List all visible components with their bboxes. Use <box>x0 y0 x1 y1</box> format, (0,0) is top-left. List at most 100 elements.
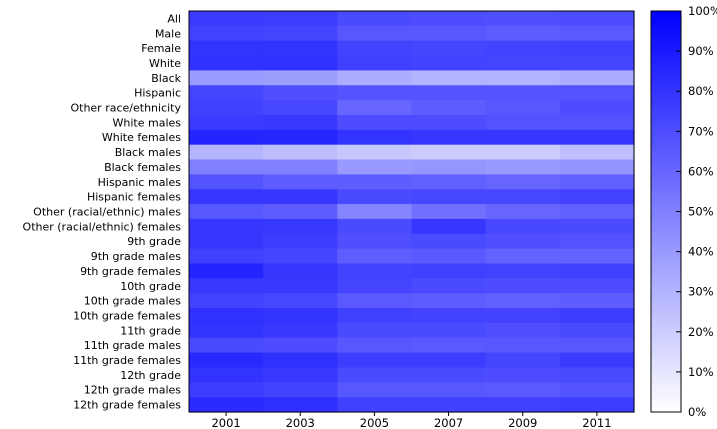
heatmap-cell <box>485 382 561 398</box>
heatmap-cell <box>485 397 561 413</box>
row-label: Hispanic males <box>98 176 182 189</box>
heatmap-cell <box>337 308 413 324</box>
heatmap-cell <box>485 248 561 265</box>
heatmap-cell <box>559 40 635 57</box>
heatmap-cell <box>485 233 561 250</box>
heatmap-cell <box>189 337 264 354</box>
heatmap-cell <box>485 25 561 42</box>
heatmap-cell <box>411 293 487 309</box>
colorbar-tick-label: 30% <box>688 285 714 299</box>
heatmap-cell <box>337 85 413 101</box>
row-label: White <box>149 57 181 70</box>
row-label: 10th grade <box>120 280 181 293</box>
heatmap-cell <box>189 382 264 398</box>
heatmap-cell <box>337 367 413 383</box>
colorbar-tick-label: 70% <box>688 124 714 138</box>
row-label: 9th grade <box>127 235 181 248</box>
heatmap-cell <box>411 263 487 279</box>
heatmap-cell <box>411 174 487 190</box>
heatmap-cell <box>337 55 413 72</box>
colorbar-tick-label: 80% <box>688 84 714 98</box>
heatmap-cell <box>263 144 338 161</box>
heatmap-cell <box>411 322 487 339</box>
heatmap-cell <box>189 174 264 190</box>
heatmap-cell <box>485 55 561 72</box>
row-label: Hispanic <box>134 87 181 100</box>
heatmap-cell <box>411 382 487 398</box>
heatmap-cell <box>485 70 561 86</box>
row-label: Male <box>155 27 181 40</box>
heatmap-cell <box>189 114 264 131</box>
heatmap-cell <box>189 233 264 250</box>
heatmap-cell <box>559 218 635 235</box>
row-label: 11th grade <box>120 324 181 337</box>
heatmap-cell <box>189 100 264 116</box>
heatmap-cell <box>337 114 413 131</box>
x-axis-labels: 2001 2003 2005 2007 2009 2011 <box>211 412 612 429</box>
x-tick-label: 2001 <box>211 416 240 429</box>
heatmap-cell <box>263 337 338 354</box>
heatmap-cell <box>337 278 413 294</box>
heatmap-cell <box>411 367 487 383</box>
row-label: 11th grade males <box>84 339 182 352</box>
heatmap-cell <box>263 278 338 294</box>
heatmap-cell <box>337 218 413 235</box>
row-label: White males <box>113 116 182 129</box>
heatmap-cell <box>189 25 264 42</box>
heatmap-cell <box>559 100 635 116</box>
heatmap-cell <box>559 322 635 339</box>
heatmap-cell <box>263 248 338 265</box>
heatmap-cell <box>559 174 635 190</box>
heatmap-cell <box>337 293 413 309</box>
heatmap-cell <box>189 263 264 279</box>
row-label: Hispanic females <box>87 191 181 204</box>
heatmap-cell <box>263 397 338 413</box>
heatmap-cell <box>559 129 635 146</box>
heatmap-cell <box>559 144 635 161</box>
heatmap-cell <box>559 337 635 354</box>
heatmap-cell <box>411 397 487 413</box>
heatmap-cell <box>411 144 487 161</box>
heatmap-cell <box>189 397 264 413</box>
heatmap-cell <box>189 70 264 86</box>
heatmap-cell <box>559 278 635 294</box>
heatmap-cell <box>411 129 487 146</box>
heatmap-cell <box>485 322 561 339</box>
heatmap-cell <box>189 129 264 146</box>
row-label: 10th grade females <box>73 309 181 322</box>
colorbar: 0% 10% 20% 30% 40% 50% 60% 70% 80% 90% 100% <box>650 4 717 419</box>
row-label: Other (racial/ethnic) males <box>33 206 181 219</box>
row-label: 12th grade males <box>84 384 182 397</box>
heatmap-cell <box>263 129 338 146</box>
heatmap-cell <box>337 233 413 250</box>
heatmap-cell <box>337 40 413 57</box>
heatmap-cell <box>485 189 561 205</box>
x-tick-label: 2007 <box>434 416 463 429</box>
heatmap-cell <box>559 233 635 250</box>
heatmap-cell <box>337 25 413 42</box>
heatmap-cell <box>485 352 561 369</box>
heatmap-cell <box>485 129 561 146</box>
heatmap-cell <box>263 189 338 205</box>
heatmap-cell <box>485 11 561 27</box>
heatmap-cell <box>337 11 413 27</box>
heatmap-cell <box>263 159 338 175</box>
row-label: 12th grade females <box>73 399 181 412</box>
heatmap-cell <box>263 114 338 131</box>
colorbar-tick-label: 40% <box>688 245 714 259</box>
heatmap-cell <box>189 322 264 339</box>
heatmap-cell <box>411 70 487 86</box>
heatmap-cell <box>337 100 413 116</box>
colorbar-tick-label: 10% <box>688 365 714 379</box>
heatmap-cell <box>411 248 487 265</box>
heatmap-cell <box>559 114 635 131</box>
colorbar-tick-label: 100% <box>688 4 717 18</box>
heatmap-cell <box>263 308 338 324</box>
heatmap-cells <box>189 11 635 413</box>
heatmap-cell <box>189 308 264 324</box>
heatmap-cell <box>263 233 338 250</box>
heatmap-cell <box>189 278 264 294</box>
heatmap-cell <box>189 144 264 161</box>
colorbar-tick-label: 60% <box>688 164 714 178</box>
heatmap-cell <box>411 114 487 131</box>
